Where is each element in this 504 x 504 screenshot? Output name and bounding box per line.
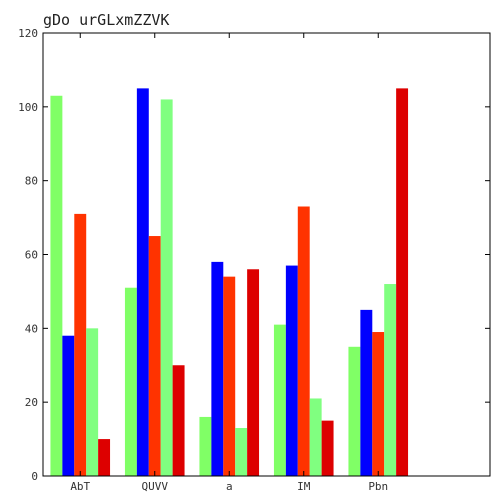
bar-s1-a [199,416,212,476]
bar-s2-IM [285,265,298,476]
y-tick-label-60: 60 [25,249,38,262]
bars-group [50,88,409,476]
y-tick-label-80: 80 [25,175,38,188]
y-tick-label-40: 40 [25,322,38,335]
x-tick-label-Pbn: Pbn [368,480,388,493]
bar-s5-IM [321,420,334,476]
bar-s1-Pbn [348,346,361,476]
bar-s3-Pbn [372,332,385,476]
bar-s5-AbT [98,439,111,476]
x-tick-label-IM: IM [297,480,311,493]
bar-s4-IM [309,398,322,476]
bar-s4-Pbn [384,284,397,476]
bar-s4-AbT [86,328,99,476]
y-tick-label-20: 20 [25,396,38,409]
bar-s2-Pbn [360,309,373,476]
x-tick-label-QUVV: QUVV [142,480,169,493]
bar-s1-AbT [50,95,63,476]
bar-s1-QUVV [124,287,137,476]
bar-s3-a [223,276,236,476]
y-tick-label-0: 0 [31,470,38,483]
plot-frame [42,32,491,477]
bar-s2-QUVV [136,88,149,476]
bar-s3-AbT [74,213,87,476]
bar-s5-a [247,269,260,476]
bar-s3-IM [297,206,310,476]
bar-s3-QUVV [148,236,161,476]
bar-s5-Pbn [396,88,409,476]
y-tick-label-120: 120 [18,27,38,40]
bar-s4-QUVV [160,99,173,476]
chart-title: gDo urGLxmZZVK [43,11,169,29]
bar-s2-AbT [62,335,75,476]
y-axis-ticks: 0 20 40 60 80 100 120 [18,27,490,483]
y-tick-label-100: 100 [18,101,38,114]
bar-s1-IM [273,324,286,476]
bar-s4-a [235,428,248,476]
x-tick-label-AbT: AbT [70,480,90,493]
x-tick-label-a: a [226,480,233,493]
x-axis-ticks: AbT QUVV a IM Pbn [70,33,388,493]
bar-s2-a [211,261,224,476]
bar-s5-QUVV [172,365,185,476]
